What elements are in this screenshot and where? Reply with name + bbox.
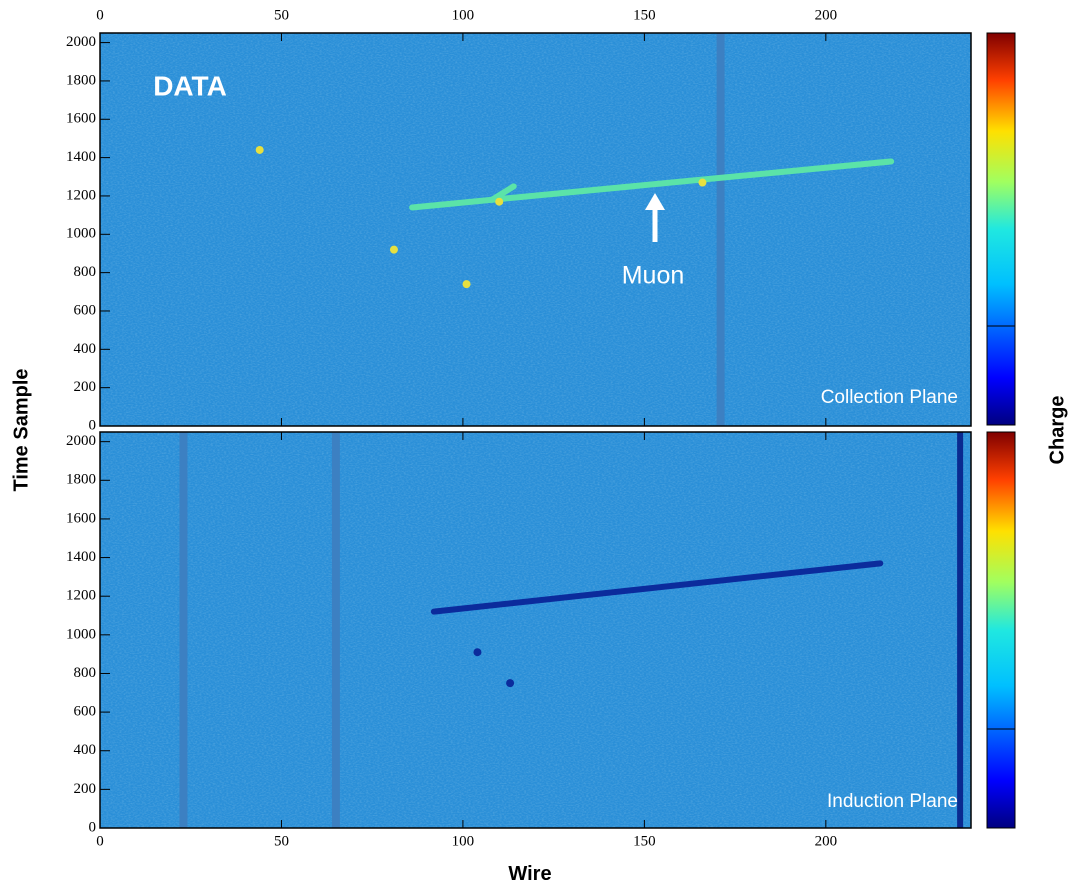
y-tick-label: 600 bbox=[74, 704, 97, 720]
y-tick-label: 600 bbox=[74, 302, 97, 318]
y-tick-label: 0 bbox=[89, 417, 97, 433]
x-tick-label: 100 bbox=[452, 7, 475, 23]
y-tick-label: 0 bbox=[89, 819, 97, 835]
bad-wire bbox=[957, 432, 964, 828]
dead-wire bbox=[716, 33, 725, 426]
spot bbox=[389, 245, 398, 254]
y-tick-label: 1400 bbox=[66, 549, 96, 565]
spot bbox=[255, 145, 264, 154]
x-tick-label: 0 bbox=[96, 833, 104, 849]
y-tick-label: 1200 bbox=[66, 187, 96, 203]
x-tick-label: 150 bbox=[633, 833, 656, 849]
y-tick-label: 1200 bbox=[66, 588, 96, 604]
noise bbox=[100, 33, 971, 426]
spot bbox=[473, 648, 482, 657]
y-tick-label: 1600 bbox=[66, 111, 96, 127]
spot bbox=[462, 280, 471, 289]
colorbar bbox=[986, 32, 1016, 426]
dead-wire bbox=[331, 432, 340, 828]
y-tick-label: 1800 bbox=[66, 72, 96, 88]
plane-label: Induction Plane bbox=[827, 791, 958, 812]
x-tick-label: 0 bbox=[96, 7, 104, 23]
track bbox=[430, 560, 884, 615]
y-tick-label: 2000 bbox=[66, 433, 96, 449]
plot-frame bbox=[99, 32, 972, 427]
colorbar-label: Charge bbox=[1046, 396, 1068, 465]
y-axis-title: Time Sample bbox=[10, 368, 32, 491]
data-label: DATA bbox=[153, 70, 227, 101]
x-tick-label: 50 bbox=[274, 833, 289, 849]
noise bbox=[100, 432, 971, 828]
y-tick-label: 200 bbox=[74, 379, 97, 395]
track bbox=[488, 183, 517, 203]
y-tick-label: 1800 bbox=[66, 472, 96, 488]
y-tick-label: 200 bbox=[74, 781, 97, 797]
y-tick-label: 1000 bbox=[66, 226, 96, 242]
x-tick-label: 200 bbox=[815, 7, 838, 23]
y-tick-label: 1000 bbox=[66, 626, 96, 642]
spot bbox=[506, 679, 515, 688]
y-tick-label: 800 bbox=[74, 264, 97, 280]
spot bbox=[698, 178, 707, 187]
x-tick-label: 150 bbox=[633, 7, 656, 23]
spot bbox=[495, 197, 504, 206]
arrow-head bbox=[645, 193, 665, 210]
colorbar bbox=[986, 431, 1016, 829]
plot-frame bbox=[99, 431, 972, 829]
x-tick-label: 50 bbox=[274, 7, 289, 23]
x-axis-title: Wire bbox=[508, 863, 551, 885]
plots: 0 50 100 150 2000200400600800100012001400160… bbox=[66, 7, 972, 849]
dead-wire bbox=[179, 432, 188, 828]
y-tick-label: 2000 bbox=[66, 34, 96, 50]
y-tick-label: 1400 bbox=[66, 149, 96, 165]
y-tick-label: 800 bbox=[74, 665, 97, 681]
y-tick-label: 400 bbox=[74, 742, 97, 758]
y-tick-label: 1600 bbox=[66, 510, 96, 526]
y-tick-label: 400 bbox=[74, 341, 97, 357]
x-tick-label: 100 bbox=[452, 833, 475, 849]
x-tick-label: 200 bbox=[815, 833, 838, 849]
arrow-label: Muon bbox=[622, 262, 685, 290]
plane-label: Collection Plane bbox=[821, 387, 958, 408]
